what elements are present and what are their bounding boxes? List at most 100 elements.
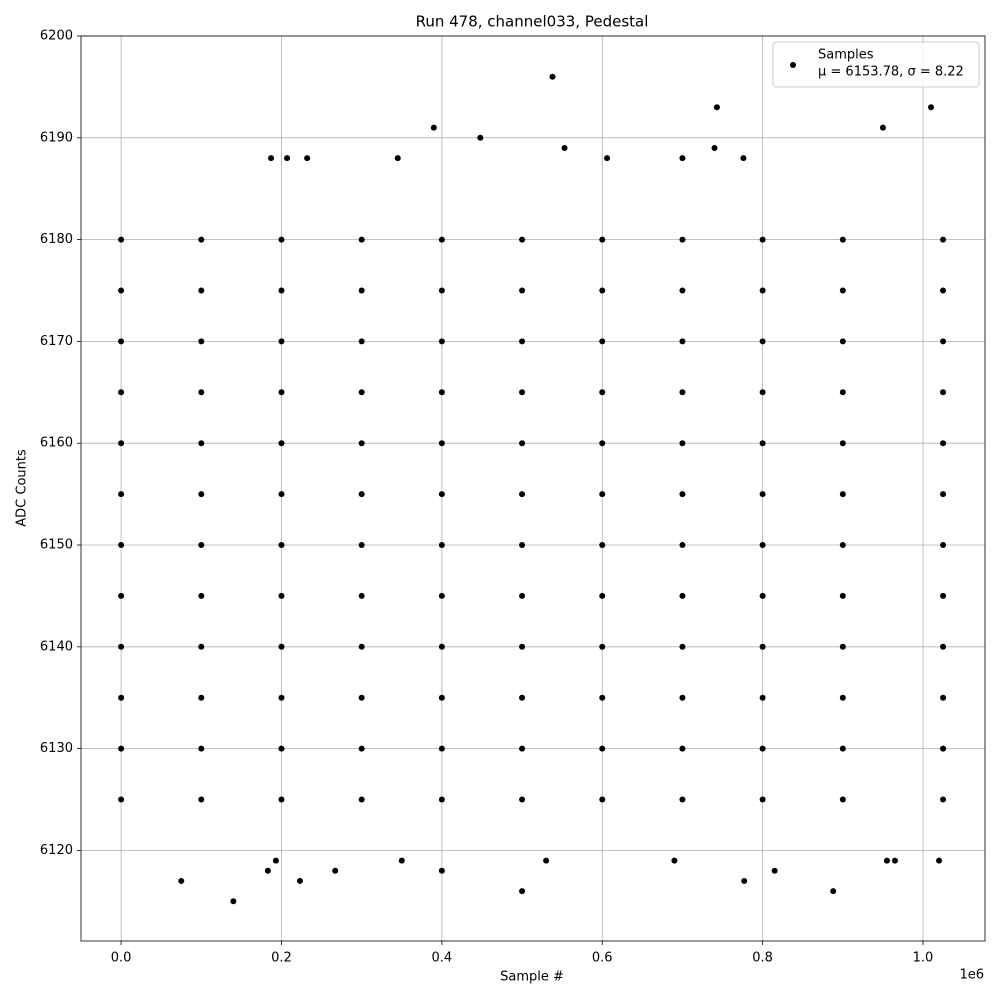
- scatter-point: [839, 491, 846, 498]
- scatter-point: [198, 694, 205, 701]
- scatter-point: [278, 694, 285, 701]
- scatter-point: [438, 694, 445, 701]
- scatter-point: [599, 389, 606, 396]
- scatter-point: [438, 867, 445, 874]
- y-tick-label: 6130: [40, 741, 73, 756]
- scatter-point: [883, 857, 890, 864]
- scatter-point: [118, 592, 125, 599]
- scatter-point: [759, 389, 766, 396]
- scatter-point: [936, 857, 943, 864]
- scatter-point: [358, 643, 365, 650]
- scatter-point: [679, 643, 686, 650]
- scatter-point: [519, 287, 526, 294]
- scatter-point: [830, 888, 837, 895]
- scatter-point: [519, 541, 526, 548]
- scatter-point: [519, 389, 526, 396]
- scatter-point: [759, 541, 766, 548]
- legend-note: μ = 6153.78, σ = 8.22: [818, 65, 964, 80]
- scatter-point: [278, 236, 285, 243]
- scatter-point: [940, 287, 947, 294]
- scatter-point: [358, 491, 365, 498]
- scatter-point: [759, 796, 766, 803]
- y-tick-label: 6140: [40, 639, 73, 654]
- scatter-point: [940, 745, 947, 752]
- scatter-point: [671, 857, 678, 864]
- scatter-point: [198, 440, 205, 447]
- scatter-point: [358, 338, 365, 345]
- scatter-point: [398, 857, 405, 864]
- scatter-point: [118, 796, 125, 803]
- scatter-point: [198, 592, 205, 599]
- scatter-point: [679, 440, 686, 447]
- grid: [81, 35, 985, 941]
- scatter-point: [278, 796, 285, 803]
- scatter-point: [839, 592, 846, 599]
- scatter-point: [438, 592, 445, 599]
- plot-frame: [80, 35, 986, 942]
- scatter-point: [438, 440, 445, 447]
- scatter-point: [438, 491, 445, 498]
- scatter-point: [599, 440, 606, 447]
- scatter-point: [438, 389, 445, 396]
- scatter-point: [519, 643, 526, 650]
- scatter-point: [713, 104, 720, 111]
- scatter-point: [118, 338, 125, 345]
- y-tick-label: 6170: [40, 334, 73, 349]
- scatter-point: [679, 236, 686, 243]
- scatter-point: [759, 491, 766, 498]
- legend: Samples μ = 6153.78, σ = 8.22: [772, 41, 980, 88]
- scatter-point: [940, 796, 947, 803]
- scatter-point: [679, 491, 686, 498]
- scatter-point: [599, 338, 606, 345]
- scatter-point: [940, 592, 947, 599]
- scatter-point: [679, 541, 686, 548]
- scatter-point: [118, 440, 125, 447]
- legend-marker: [790, 62, 796, 68]
- scatter-point: [561, 144, 568, 151]
- scatter-point: [198, 643, 205, 650]
- scatter-point: [679, 287, 686, 294]
- scatter-point: [198, 338, 205, 345]
- scatter-point: [759, 440, 766, 447]
- scatter-point: [198, 796, 205, 803]
- scatter-point: [198, 491, 205, 498]
- scatter-point: [839, 440, 846, 447]
- scatter-point: [604, 155, 611, 162]
- scatter-point: [839, 541, 846, 548]
- scatter-point: [284, 155, 291, 162]
- scatter-point: [358, 287, 365, 294]
- scatter-point: [679, 694, 686, 701]
- scatter-point: [358, 440, 365, 447]
- scatter-point: [940, 389, 947, 396]
- x-tick-label: 1.0: [913, 951, 934, 966]
- scatter-point: [519, 338, 526, 345]
- scatter-point: [599, 287, 606, 294]
- scatter-point: [268, 155, 275, 162]
- scatter-point: [599, 541, 606, 548]
- scatter-point: [759, 745, 766, 752]
- y-tick-label: 6160: [40, 436, 73, 451]
- x-tick-label: 0.6: [592, 951, 613, 966]
- scatter-point: [278, 592, 285, 599]
- y-tick-label: 6150: [40, 537, 73, 552]
- scatter-point: [543, 857, 550, 864]
- x-tick-label: 0.2: [271, 951, 292, 966]
- scatter-point: [679, 155, 686, 162]
- scatter-point: [839, 745, 846, 752]
- scatter-point: [940, 440, 947, 447]
- scatter-point: [394, 155, 401, 162]
- scatter-point: [358, 796, 365, 803]
- scatter-point: [358, 236, 365, 243]
- scatter-point: [118, 287, 125, 294]
- y-tick-label: 6180: [40, 232, 73, 247]
- scatter-point: [940, 491, 947, 498]
- scatter-point: [264, 867, 271, 874]
- x-offset-label: 1e6: [959, 968, 984, 983]
- scatter-point: [438, 236, 445, 243]
- scatter-point: [198, 541, 205, 548]
- scatter-point: [198, 389, 205, 396]
- x-tick-label: 0.0: [111, 951, 132, 966]
- scatter-point: [599, 643, 606, 650]
- scatter-point: [940, 643, 947, 650]
